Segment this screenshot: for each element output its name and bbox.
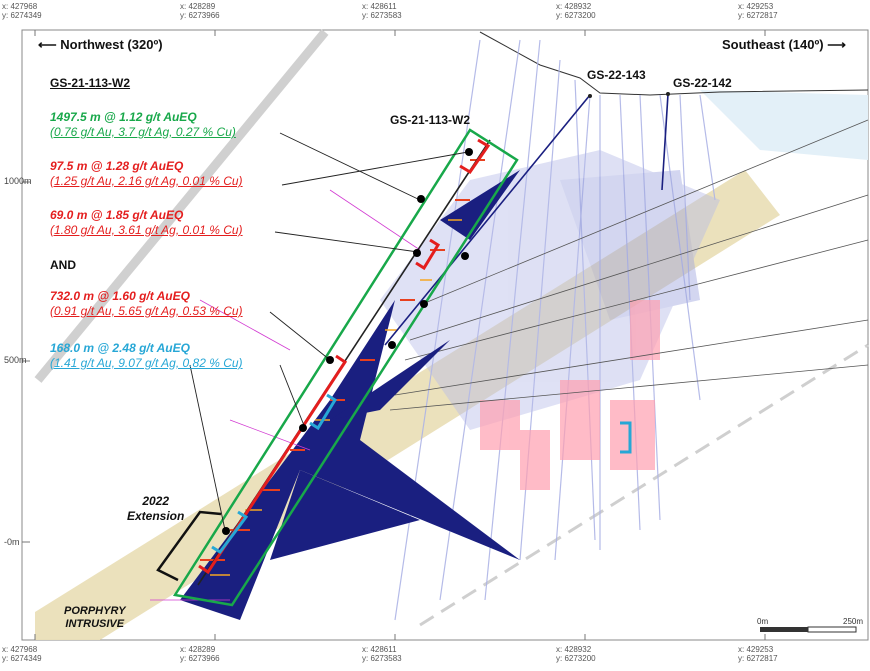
intercept-168m: 168.0 m @ 2.48 g/t AuEQ (1.41 g/t Au, 9.… (50, 341, 243, 370)
top-coord-2: x: 428289 y: 6273966 (180, 2, 220, 20)
bottom-coord-1: x: 427968 y: 6274349 (2, 645, 42, 663)
bottom-coord-2: x: 428289 y: 6273966 (180, 645, 220, 663)
drill-hole-fan (394, 39, 716, 621)
coordinate-ticks (34, 30, 766, 640)
extension-bracket (156, 510, 222, 582)
hole-label-gs-22-142: GS-22-142 (673, 76, 732, 90)
intercept-69m: 69.0 m @ 1.85 g/t AuEQ (1.80 g/t Au, 3.6… (50, 208, 243, 237)
scale-bar (760, 626, 857, 633)
elevation-500m: 500m (4, 355, 27, 365)
top-coord-3: x: 428611 y: 6273583 (362, 2, 402, 20)
green-intercept-box (172, 128, 519, 607)
pink-anomalies (480, 300, 660, 490)
bottom-coord-3: x: 428611 y: 6273583 (362, 645, 402, 663)
porphyry-intrusive-label: PORPHYRY INTRUSIVE (64, 605, 126, 630)
top-coord-5: x: 429253 y: 6272817 (738, 2, 778, 20)
grey-guide-line-1 (34, 29, 329, 383)
grey-guide-line-2 (419, 343, 869, 627)
cyan-bracket-lower (211, 510, 249, 555)
red-bracket-732m (198, 354, 348, 575)
intercept-97m: 97.5 m @ 1.28 g/t AuEQ (1.25 g/t Au, 2.1… (50, 159, 243, 188)
drill-trace-gs-22-142 (661, 93, 669, 191)
bottom-coord-5: x: 429253 y: 6272817 (738, 645, 778, 663)
collar-gs-22-142 (666, 92, 670, 96)
red-bracket-97m (459, 138, 491, 175)
annotation-leaders (189, 132, 469, 531)
extension-label: 2022 Extension (127, 494, 185, 523)
cover-patch (700, 90, 868, 160)
cyan-bracket-right (620, 421, 632, 454)
top-coord-1: x: 427968 y: 6274349 (2, 2, 42, 20)
intercept-1497m: 1497.5 m @ 1.12 g/t AuEQ (0.76 g/t Au, 3… (50, 110, 236, 139)
hole-label-gs-22-143: GS-22-143 (587, 68, 646, 82)
section-title: GS-21-113-W2 (50, 76, 131, 90)
top-coord-4: x: 428932 y: 6273200 (556, 2, 596, 20)
elevation-1000m: 1000m (4, 176, 32, 186)
leader-lines-right (389, 119, 869, 411)
bottom-coord-4: x: 428932 y: 6273200 (556, 645, 596, 663)
and-label: AND (50, 258, 76, 272)
scale-start-label: 0m (757, 617, 769, 626)
direction-northwest: ⟵ Northwest (320º) (38, 37, 163, 52)
right-arrow-icon: ⟶ (827, 37, 846, 52)
collar-gs-22-143 (588, 94, 592, 98)
left-arrow-icon: ⟵ (38, 37, 57, 52)
cyan-bracket-168m (309, 393, 338, 431)
hole-label-gs-21-113-w2: GS-21-113-W2 (390, 113, 471, 127)
scale-end-label: 250m (843, 617, 864, 626)
elevation-0m: -0m (4, 537, 20, 547)
intercept-dots (222, 148, 473, 535)
magenta-assay-lines (150, 189, 421, 601)
topography-line (479, 31, 869, 96)
elevation-ticks (22, 181, 30, 543)
red-bracket-69m (415, 238, 441, 271)
drill-trace-gs-22-143 (384, 94, 591, 346)
intercept-732m: 732.0 m @ 1.60 g/t AuEQ (0.91 g/t Au, 5.… (50, 289, 243, 318)
direction-southeast: Southeast (140º) ⟶ (722, 37, 846, 52)
